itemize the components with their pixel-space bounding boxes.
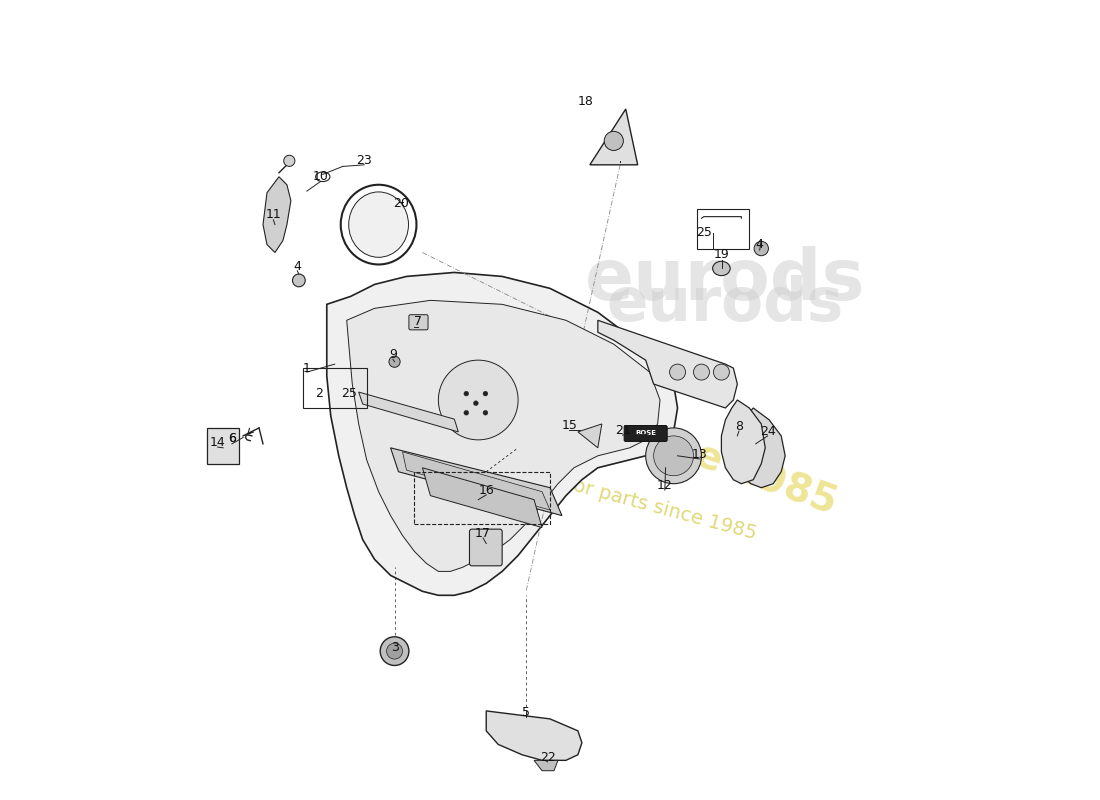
Text: 6: 6 — [228, 432, 235, 445]
Text: eurods: eurods — [607, 275, 844, 334]
Text: BOSE: BOSE — [635, 430, 657, 436]
Circle shape — [439, 360, 518, 440]
Text: 21: 21 — [615, 424, 630, 437]
Circle shape — [284, 155, 295, 166]
Bar — [415, 472, 550, 523]
Circle shape — [389, 356, 400, 367]
Text: 14: 14 — [210, 436, 225, 449]
Circle shape — [653, 436, 693, 476]
Text: 2: 2 — [315, 387, 322, 400]
Text: 22: 22 — [540, 750, 556, 764]
Polygon shape — [390, 448, 562, 515]
Text: 6: 6 — [228, 432, 235, 445]
Circle shape — [604, 131, 624, 150]
Circle shape — [755, 242, 769, 256]
Circle shape — [646, 428, 702, 484]
FancyBboxPatch shape — [470, 529, 503, 566]
Text: 7: 7 — [414, 315, 421, 328]
Polygon shape — [578, 424, 602, 448]
Text: eurods: eurods — [585, 246, 866, 315]
Text: 1: 1 — [302, 362, 311, 374]
Text: since 1985: since 1985 — [608, 406, 843, 522]
Polygon shape — [590, 109, 638, 165]
Polygon shape — [734, 408, 785, 488]
Text: 18: 18 — [578, 94, 594, 107]
Polygon shape — [722, 400, 766, 484]
Polygon shape — [263, 177, 290, 253]
Text: 11: 11 — [265, 208, 282, 221]
Circle shape — [381, 637, 409, 666]
Polygon shape — [447, 376, 498, 408]
Text: 4: 4 — [756, 238, 763, 251]
Circle shape — [483, 391, 487, 396]
Polygon shape — [403, 452, 550, 510]
Text: 19: 19 — [714, 248, 729, 261]
FancyBboxPatch shape — [207, 428, 239, 464]
Circle shape — [464, 391, 469, 396]
Polygon shape — [535, 760, 558, 770]
FancyBboxPatch shape — [409, 314, 428, 330]
Circle shape — [293, 274, 306, 286]
Polygon shape — [346, 300, 660, 571]
Text: 23: 23 — [356, 154, 372, 167]
Text: 8: 8 — [735, 420, 743, 433]
FancyBboxPatch shape — [624, 426, 668, 442]
Text: 10: 10 — [312, 170, 328, 183]
Text: 16: 16 — [478, 483, 494, 497]
Text: 3: 3 — [390, 641, 398, 654]
Text: 5: 5 — [522, 706, 530, 719]
Polygon shape — [422, 468, 542, 527]
Polygon shape — [359, 392, 459, 432]
Ellipse shape — [713, 262, 730, 276]
Circle shape — [473, 401, 478, 406]
Polygon shape — [486, 711, 582, 760]
Polygon shape — [597, 320, 737, 408]
Circle shape — [386, 643, 403, 659]
Ellipse shape — [349, 192, 408, 258]
Text: 25: 25 — [696, 226, 712, 239]
Text: 9: 9 — [389, 348, 397, 361]
Circle shape — [670, 364, 685, 380]
Text: 25: 25 — [341, 387, 358, 400]
Text: 20: 20 — [393, 198, 409, 210]
Text: 15: 15 — [561, 419, 578, 432]
Circle shape — [693, 364, 710, 380]
Text: 13: 13 — [692, 448, 707, 461]
Text: 4: 4 — [294, 259, 301, 273]
Circle shape — [483, 410, 487, 415]
Text: 17: 17 — [475, 526, 491, 540]
Text: 12: 12 — [657, 479, 673, 492]
Text: a passion for parts since 1985: a passion for parts since 1985 — [469, 448, 759, 543]
Text: 24: 24 — [760, 425, 775, 438]
Circle shape — [464, 410, 469, 415]
Circle shape — [714, 364, 729, 380]
Polygon shape — [327, 273, 678, 595]
